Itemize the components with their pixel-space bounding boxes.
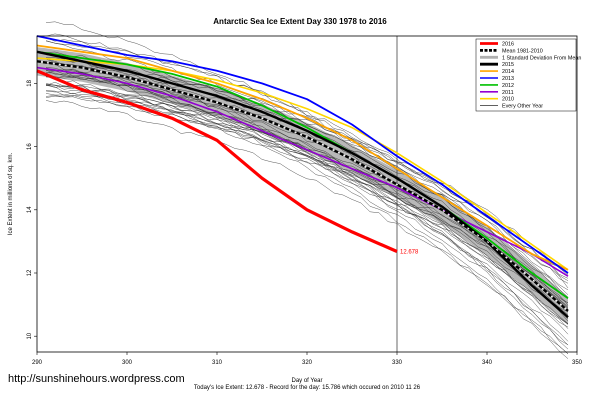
x-tick-label: 300 — [122, 360, 133, 366]
y-tick-label: 12 — [27, 269, 33, 276]
legend-label: 2011 — [502, 90, 514, 96]
every-other-year-line — [45, 84, 569, 312]
x-tick-label: 350 — [572, 360, 583, 366]
x-tick-label: 340 — [482, 360, 493, 366]
y-tick-label: 10 — [27, 332, 33, 339]
y-tick-label: 14 — [27, 206, 33, 213]
every-other-year-line — [45, 37, 569, 289]
current-value-label: 12.678 — [400, 250, 419, 256]
every-other-year-line — [45, 75, 569, 291]
legend-label: 2014 — [502, 69, 514, 75]
every-other-year-line — [45, 84, 569, 325]
every-other-year-line — [45, 33, 569, 295]
x-tick-label: 330 — [392, 360, 403, 366]
watermark-url[interactable]: http://sunshinehours.wordpress.com — [8, 373, 185, 385]
legend-label: Mean 1981-2010 — [502, 48, 543, 54]
every-other-year-line — [45, 61, 569, 276]
series-line-2011 — [36, 66, 569, 277]
legend-label: 2016 — [502, 42, 514, 48]
every-other-year-line — [45, 67, 569, 342]
series-line-2014 — [36, 44, 569, 271]
every-other-year-line — [45, 21, 569, 308]
series-line-mean-1981-2010 — [36, 60, 569, 312]
every-other-year-line — [45, 95, 569, 315]
legend-label: 2012 — [502, 83, 514, 89]
series-line-2016 — [36, 69, 398, 253]
every-other-year-line — [45, 100, 569, 354]
y-axis-label: Ice Extent in millions of sq. km. — [8, 152, 14, 235]
x-tick-label: 320 — [302, 360, 313, 366]
x-tick-label: 290 — [32, 360, 43, 366]
every-other-year-line — [45, 63, 569, 350]
series-line-2013 — [36, 35, 569, 274]
x-tick-label: 310 — [212, 360, 223, 366]
legend-label: 2015 — [502, 62, 514, 68]
every-other-year-line — [45, 69, 569, 355]
legend-label: 1 Standard Deviation From Mean — [502, 55, 581, 61]
every-other-year-line — [45, 95, 569, 324]
every-other-year-line — [45, 54, 569, 345]
every-other-year-line — [45, 81, 569, 322]
y-tick-label: 18 — [27, 79, 33, 86]
plot-area: 12.678 — [36, 21, 569, 359]
chart-title: Antarctic Sea Ice Extent Day 330 1978 to… — [213, 17, 387, 26]
legend-label: 2010 — [502, 97, 514, 103]
every-other-year-line — [45, 76, 569, 359]
x-axis-label: Day of Year — [291, 378, 322, 384]
legend-label: 2013 — [502, 76, 514, 82]
y-tick-label: 16 — [27, 143, 33, 150]
series-line-2012 — [36, 50, 569, 300]
footer-text: Today's Ice Extent: 12.678 - Record for … — [194, 385, 421, 391]
x-axis: 290 300 310 320 330 340 350 — [32, 352, 583, 366]
every-other-year-line — [45, 85, 569, 324]
y-axis: 10 12 14 16 18 — [27, 79, 37, 340]
legend-label: Every Other Year — [502, 104, 543, 110]
